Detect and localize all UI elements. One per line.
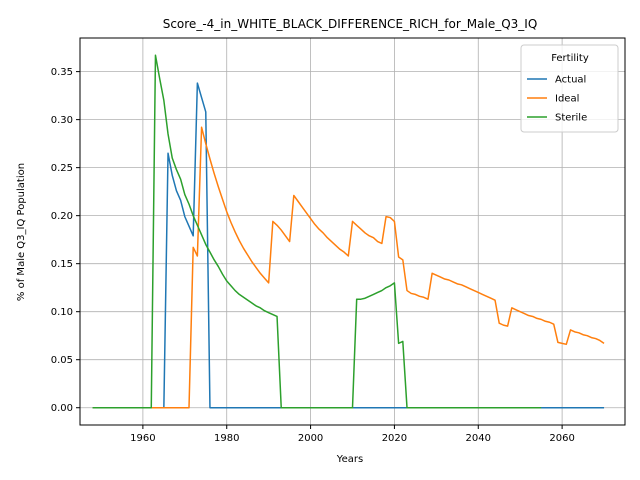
y-tick-label: 0.30 — [51, 115, 73, 126]
legend: Fertility Actual Ideal Sterile — [520, 44, 619, 133]
y-tick-label: 0.25 — [51, 163, 73, 174]
x-tick-label: 2020 — [382, 433, 407, 444]
series-lines — [92, 54, 605, 409]
legend-label-actual: Actual — [555, 75, 586, 86]
series-line-actual — [92, 82, 605, 409]
legend-label-ideal: Ideal — [555, 94, 579, 105]
plot-frame — [79, 37, 626, 426]
x-tick-label: 2000 — [298, 433, 323, 444]
legend-label-sterile: Sterile — [555, 113, 587, 124]
axis-ticks: 1960 1980 2000 2020 2040 2060 0.00 0.05 0.10 0.15… — [51, 67, 575, 444]
legend-title: Fertility — [551, 53, 589, 64]
x-tick-label: 1980 — [214, 433, 239, 444]
y-axis-label: % of Male Q3_IQ Population — [16, 163, 27, 301]
series-line-ideal — [92, 126, 605, 409]
grid — [80, 38, 625, 425]
y-tick-label: 0.00 — [51, 403, 73, 414]
x-tick-label: 2060 — [549, 433, 574, 444]
y-tick-label: 0.35 — [51, 67, 73, 78]
x-tick-label: 1960 — [130, 433, 155, 444]
chart-title: Score_-4_in_WHITE_BLACK_DIFFERENCE_RICH_… — [163, 17, 538, 31]
y-tick-label: 0.20 — [51, 211, 73, 222]
y-tick-label: 0.10 — [51, 307, 73, 318]
legend-box — [520, 44, 619, 133]
y-tick-label: 0.05 — [51, 355, 73, 366]
x-axis-label: Years — [336, 454, 363, 465]
series-line-sterile — [92, 54, 542, 409]
y-tick-label: 0.15 — [51, 259, 73, 270]
x-tick-label: 2040 — [466, 433, 491, 444]
